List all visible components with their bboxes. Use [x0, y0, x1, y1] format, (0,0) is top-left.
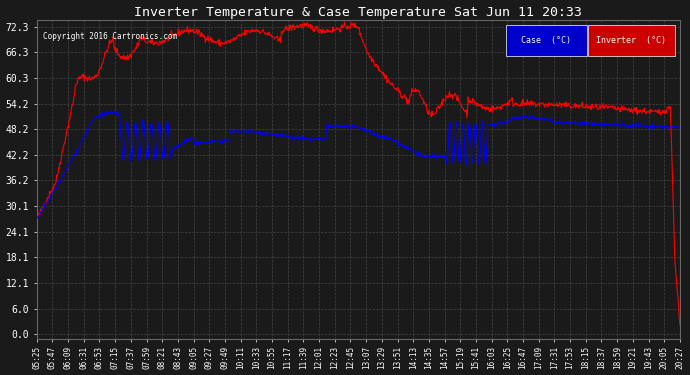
- FancyBboxPatch shape: [588, 24, 675, 56]
- FancyBboxPatch shape: [506, 24, 586, 56]
- Text: Case  (°C): Case (°C): [522, 36, 571, 45]
- Text: Copyright 2016 Cartronics.com: Copyright 2016 Cartronics.com: [43, 33, 177, 42]
- Title: Inverter Temperature & Case Temperature Sat Jun 11 20:33: Inverter Temperature & Case Temperature …: [135, 6, 582, 18]
- Text: Inverter  (°C): Inverter (°C): [596, 36, 666, 45]
